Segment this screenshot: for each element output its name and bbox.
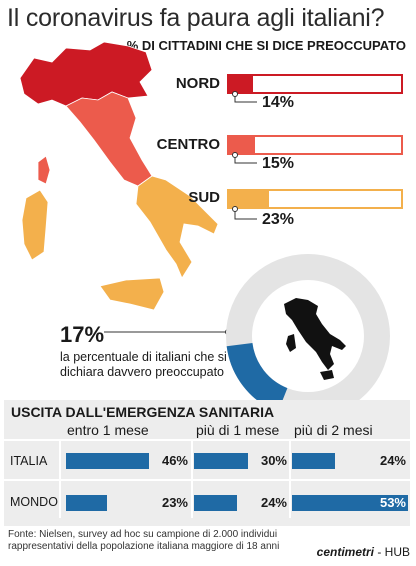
cell-bar: [292, 495, 408, 511]
map-sud: [135, 175, 219, 279]
cell-value: 24%: [260, 495, 287, 510]
exit-panel: USCITA DALL'EMERGENZA SANITARIA entro 1 …: [4, 400, 410, 526]
connector-centro: [234, 155, 257, 164]
cell-value: 53%: [379, 495, 406, 510]
region-value: 15%: [262, 155, 295, 172]
col-head-3: più di 2 mesi: [294, 422, 373, 438]
chart-subtitle: % DI CITTADINI CHE SI DICE PREOCCUPATO: [126, 38, 406, 53]
row-label-mondo: MONDO: [10, 495, 58, 509]
cell-value: 24%: [379, 453, 406, 468]
cell-mondo-2: 24%: [194, 495, 289, 511]
row-label-italia: ITALIA: [10, 454, 48, 468]
map-centro: [65, 91, 153, 187]
chart-title: Il coronavirus fa paura agli italiani?: [7, 4, 385, 32]
region-bar: [227, 74, 403, 94]
col-head-1: entro 1 mese: [67, 422, 149, 438]
brand-name: centimetri: [316, 545, 374, 559]
brand-logo: centimetri - HUB: [317, 545, 410, 559]
map-corsica: [37, 155, 51, 185]
cell-italia-1: 46%: [66, 453, 190, 469]
connector-sud: [234, 209, 257, 220]
connector-nord: [234, 94, 257, 103]
donut-chart: [226, 254, 390, 418]
region-bar-fill: [229, 76, 254, 92]
cell-italia-2: 30%: [194, 453, 289, 469]
italy-map: [19, 41, 219, 311]
region-bar-fill: [229, 191, 269, 207]
italy-silhouette: [284, 298, 346, 380]
brand-suffix: - HUB: [374, 545, 410, 559]
region-bar: [227, 189, 403, 209]
region-bar-fill: [229, 137, 255, 153]
region-bar: [227, 135, 403, 155]
region-label: SUD: [188, 189, 220, 206]
donut-arc: [226, 342, 288, 413]
highlight-value: 17%: [60, 322, 105, 347]
region-label: CENTRO: [156, 136, 220, 153]
cell-bar: [194, 453, 248, 469]
cell-mondo-1: 23%: [66, 495, 190, 511]
map-nord: [19, 41, 153, 107]
col-head-2: più di 1 mese: [196, 422, 280, 438]
cell-value: 30%: [260, 453, 287, 468]
region-value: 23%: [262, 211, 295, 228]
map-sardegna: [21, 189, 49, 261]
cell-value: 46%: [161, 453, 188, 468]
cell-value: 23%: [161, 495, 188, 510]
panel-grid: [4, 439, 410, 518]
region-label: NORD: [175, 75, 220, 92]
cell-bar: [194, 495, 238, 511]
cell-mondo-3: 53%: [292, 495, 408, 511]
region-value: 14%: [262, 94, 295, 111]
cell-bar: [66, 453, 149, 469]
highlight-text: la percentuale di italiani che si dichia…: [60, 350, 227, 379]
cell-bar: [292, 453, 336, 469]
cell-italia-3: 24%: [292, 453, 408, 469]
panel-title: USCITA DALL'EMERGENZA SANITARIA: [11, 404, 275, 420]
map-sicilia: [99, 277, 165, 311]
source-note: Fonte: Nielsen, survey ad hoc su campion…: [8, 529, 280, 552]
cell-bar: [66, 495, 108, 511]
